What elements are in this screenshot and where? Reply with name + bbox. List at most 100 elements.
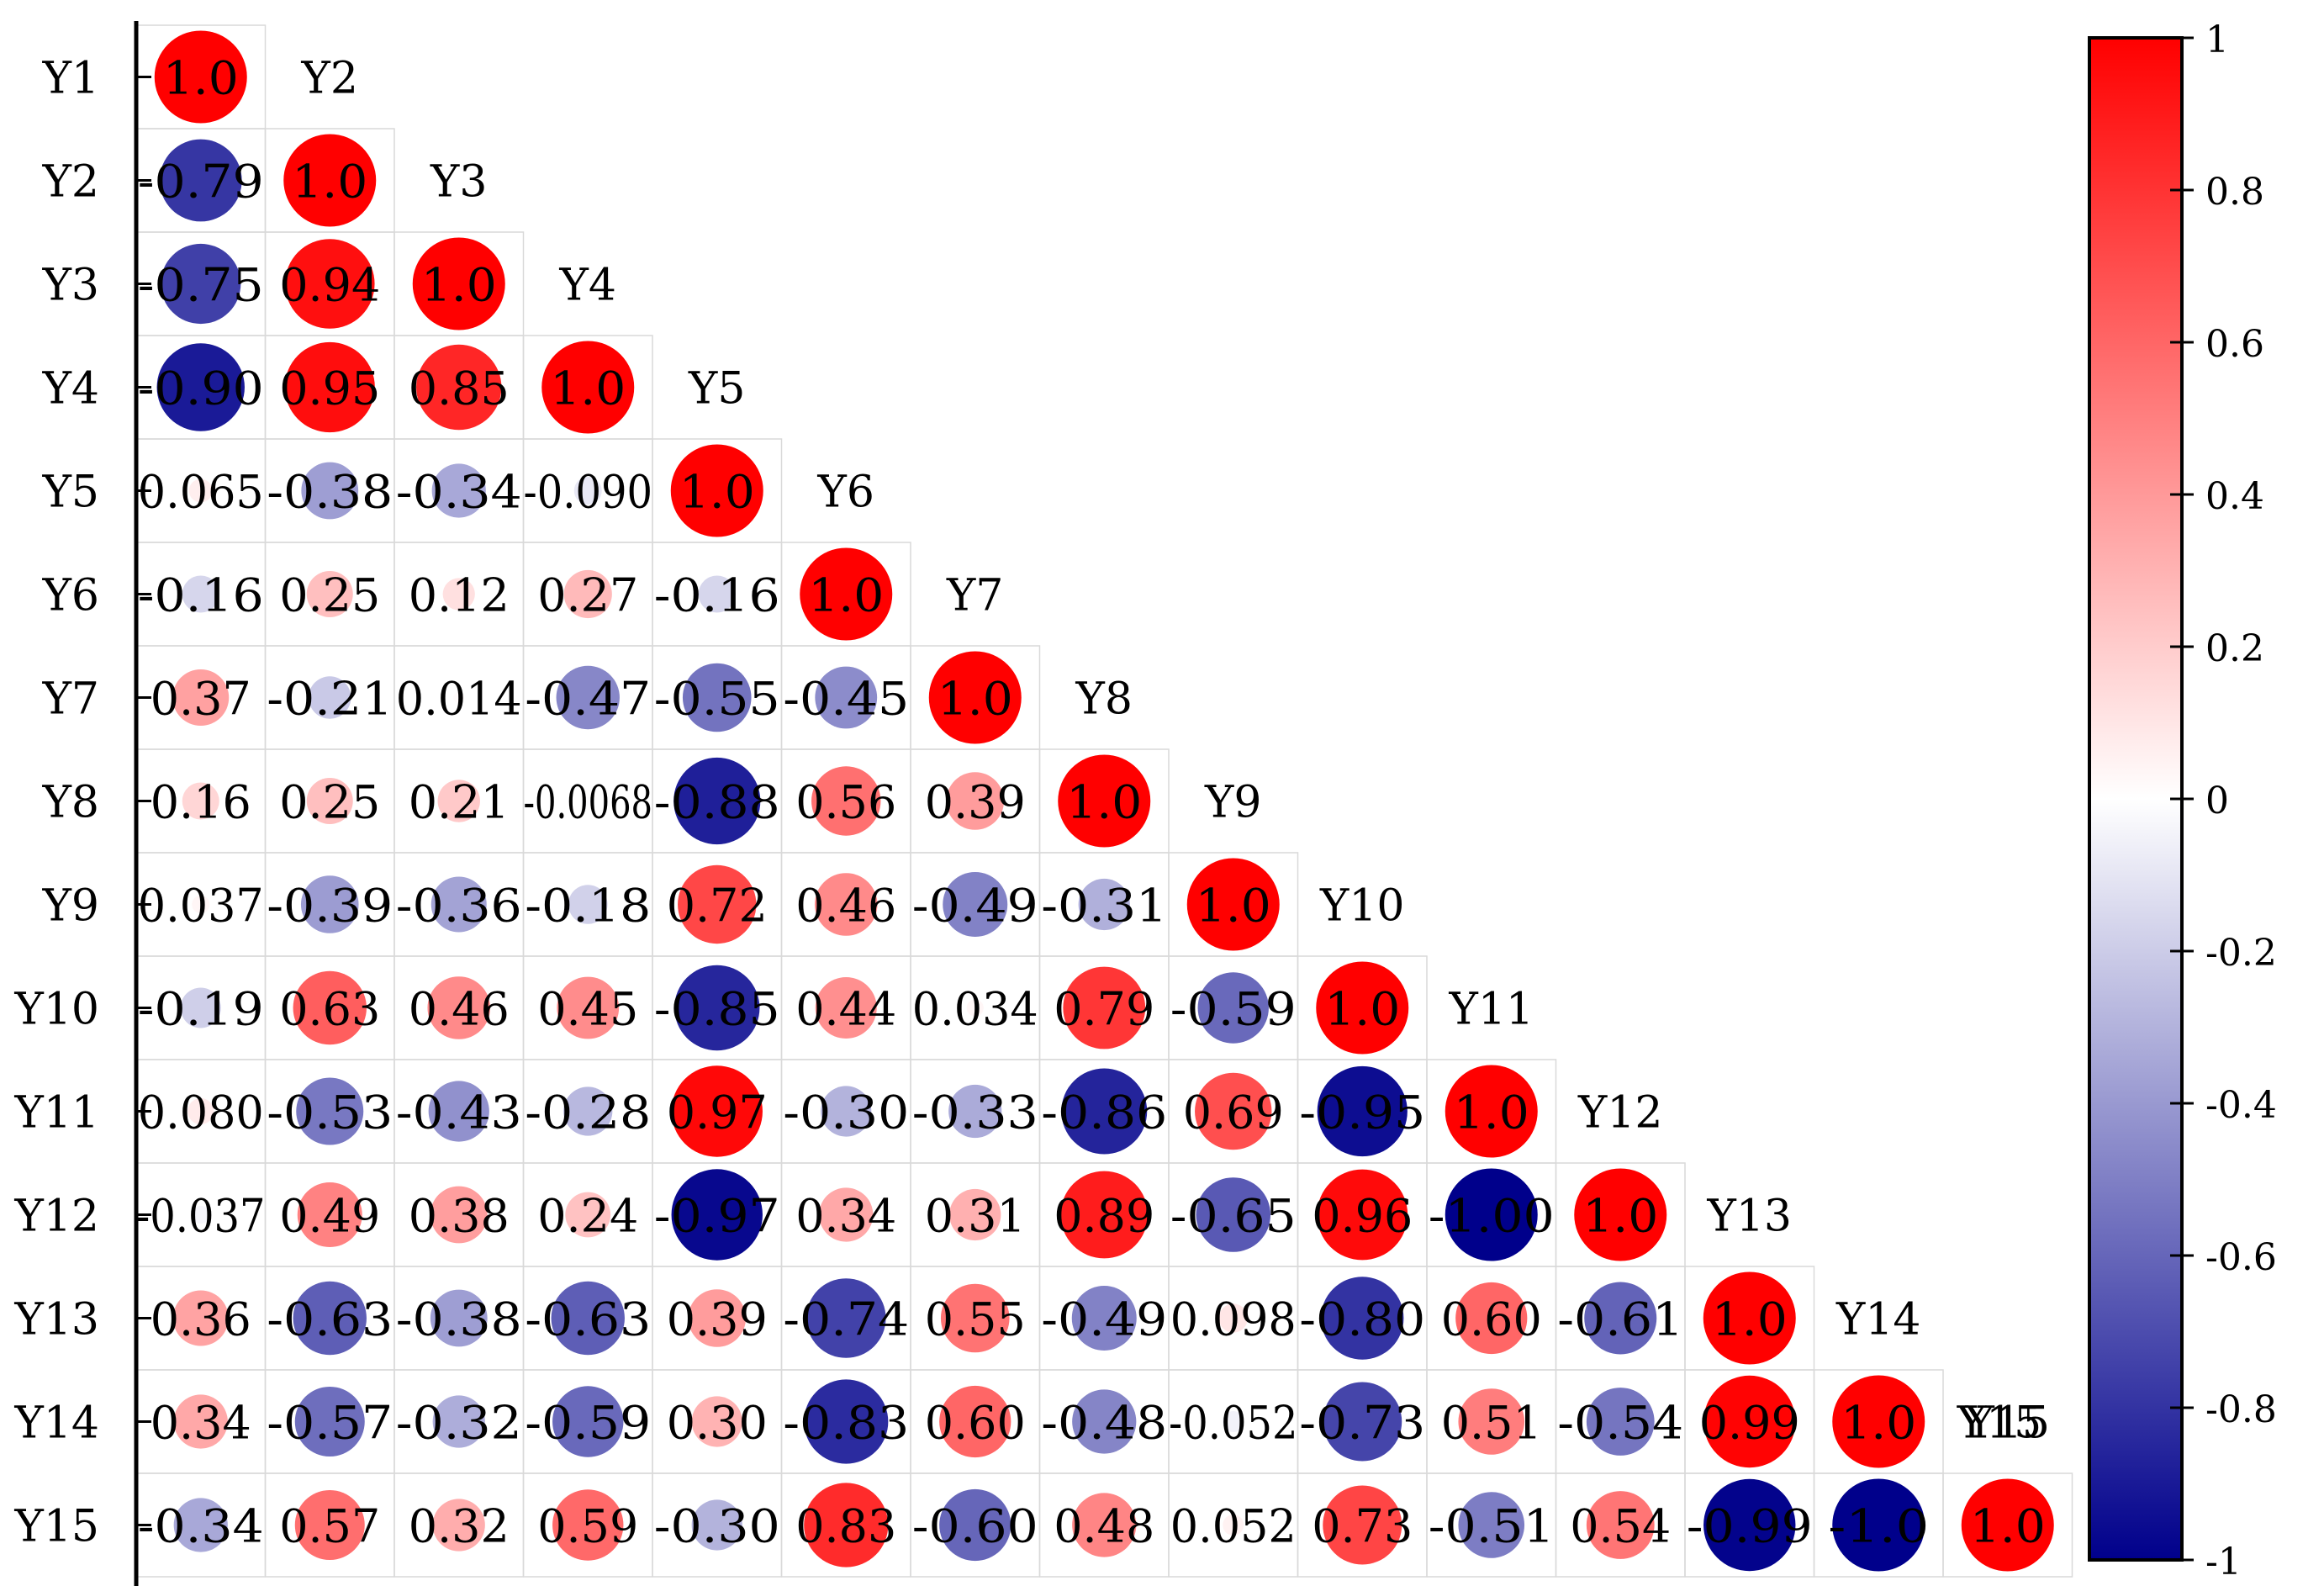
correlation-circle (1186, 858, 1280, 951)
correlation-value: -0.39 (267, 880, 393, 933)
correlation-circle (1584, 1282, 1657, 1355)
correlation-circle (1316, 961, 1409, 1055)
correlation-circle (294, 1490, 365, 1560)
correlation-value: 1.0 (808, 569, 884, 622)
correlation-value: -0.34 (396, 466, 522, 519)
colorbar: 1 0.8 0.6 0.4 0.2 0 -0.2 -0.4 -0.6 -0.8 -1 (2088, 19, 2277, 1583)
correlation-circle (682, 663, 752, 732)
correlation-circle (1223, 1515, 1244, 1536)
correlation-circle (584, 797, 592, 805)
correlation-circle (1321, 1277, 1404, 1360)
correlation-circle (180, 987, 221, 1028)
correlation-value: 0.69 (1183, 1086, 1284, 1139)
correlation-value: -0.74 (783, 1293, 909, 1346)
correlation-circle (1586, 1388, 1655, 1456)
colorbar-tick-label: -0.2 (2205, 932, 2277, 975)
correlation-circle (552, 1386, 624, 1457)
correlation-value: 0.46 (795, 880, 896, 933)
correlation-circle (1060, 1171, 1149, 1259)
correlation-circle (1832, 1478, 1925, 1572)
cell (1942, 1472, 2073, 1578)
correlation-circle (1832, 1375, 1925, 1468)
column-label: Y9 (1204, 778, 1261, 828)
grid-layer (135, 24, 2073, 1578)
correlation-value: -0.79 (138, 156, 264, 209)
column-label: Y15 (1957, 1398, 2042, 1449)
correlation-value: -0.61 (1557, 1293, 1683, 1346)
column-label: Y11 (1449, 985, 1534, 1035)
column-label: Y13 (1707, 1192, 1793, 1242)
colorbar-tick-label: 0.2 (2205, 627, 2264, 670)
correlation-circle (1323, 1485, 1402, 1565)
correlation-value: -1.0 (1828, 1500, 1929, 1553)
correlation-value: -0.60 (912, 1500, 1038, 1553)
correlation-circle (1455, 1282, 1528, 1355)
column-label: Y2 (301, 54, 358, 104)
correlation-value: -0.16 (654, 569, 780, 622)
correlation-value: 0.098 (1170, 1293, 1297, 1346)
correlation-value: 0.034 (912, 983, 1038, 1036)
correlation-circle (1586, 1491, 1655, 1559)
correlation-circle (800, 547, 893, 641)
column-label: Y4 (559, 261, 616, 311)
colorbar-tick-label: 0.6 (2205, 323, 2264, 366)
correlation-circle (437, 780, 480, 822)
correlation-circle (309, 676, 351, 719)
correlation-value: -0.16 (138, 569, 264, 622)
colorbar-tick-label: -0.8 (2205, 1388, 2277, 1431)
correlation-circle (551, 1281, 625, 1356)
column-label: Y5 (688, 364, 745, 415)
correlation-value: -0.63 (525, 1293, 651, 1346)
correlation-circle (804, 1483, 889, 1567)
correlation-value: 1.0 (1324, 983, 1400, 1036)
row-label: Y12 (14, 1192, 100, 1242)
correlation-circle (416, 344, 502, 431)
correlation-circle (188, 478, 213, 503)
column-label: Y15 (1965, 1398, 2051, 1449)
correlation-circle (173, 1498, 228, 1552)
correlation-circle (1445, 1168, 1538, 1261)
correlation-value: -0.55 (654, 673, 780, 726)
correlation-value: -0.28 (525, 1086, 651, 1139)
correlation-circle (432, 1395, 485, 1448)
correlation-value: 1.0 (1841, 1397, 1916, 1450)
correlation-circle (192, 1205, 210, 1224)
correlation-circle (673, 757, 761, 845)
colorbar-gradient (2088, 36, 2184, 1562)
row-label: Y8 (42, 778, 99, 828)
correlation-value: 1.0 (1454, 1086, 1529, 1139)
correlation-value: 0.014 (396, 673, 522, 726)
correlation-value: 1.0 (1712, 1293, 1788, 1346)
correlation-value: 0.72 (667, 880, 768, 933)
correlation-circle (453, 692, 465, 703)
correlation-value: 0.25 (279, 776, 380, 829)
correlation-value: 0.49 (279, 1190, 380, 1243)
correlation-circle (1703, 1271, 1796, 1365)
correlation-circle (431, 463, 486, 518)
correlation-value: 0.34 (795, 1190, 896, 1243)
row-label: Y13 (14, 1295, 100, 1345)
colorbar-tick-label: 0 (2205, 780, 2229, 822)
row-label: Y2 (42, 157, 99, 208)
correlation-circle (1058, 754, 1151, 848)
correlation-value: 0.44 (795, 983, 896, 1036)
correlation-circle (294, 1387, 365, 1456)
correlation-value: 0.36 (151, 1293, 251, 1346)
correlation-circle (939, 1385, 1011, 1458)
correlation-value: -0.18 (525, 880, 651, 933)
colorbar-tick-label: 1 (2205, 19, 2229, 61)
column-label: Y3 (430, 157, 487, 208)
correlation-circle (1458, 1388, 1525, 1455)
correlation-circle (173, 1394, 228, 1449)
colorbar-tick-label: 0.4 (2205, 475, 2264, 518)
correlation-circle (1323, 1382, 1402, 1462)
correlation-value: -0.83 (783, 1397, 909, 1450)
correlation-circle (432, 1499, 485, 1552)
correlation-circle (161, 243, 241, 325)
correlation-value: -0.037 (136, 1190, 266, 1243)
correlation-value: -0.51 (1429, 1500, 1555, 1553)
row-label: Y15 (14, 1502, 100, 1552)
correlation-circle (428, 1081, 489, 1142)
correlation-circle (430, 876, 487, 933)
correlation-circle (1703, 1375, 1796, 1468)
